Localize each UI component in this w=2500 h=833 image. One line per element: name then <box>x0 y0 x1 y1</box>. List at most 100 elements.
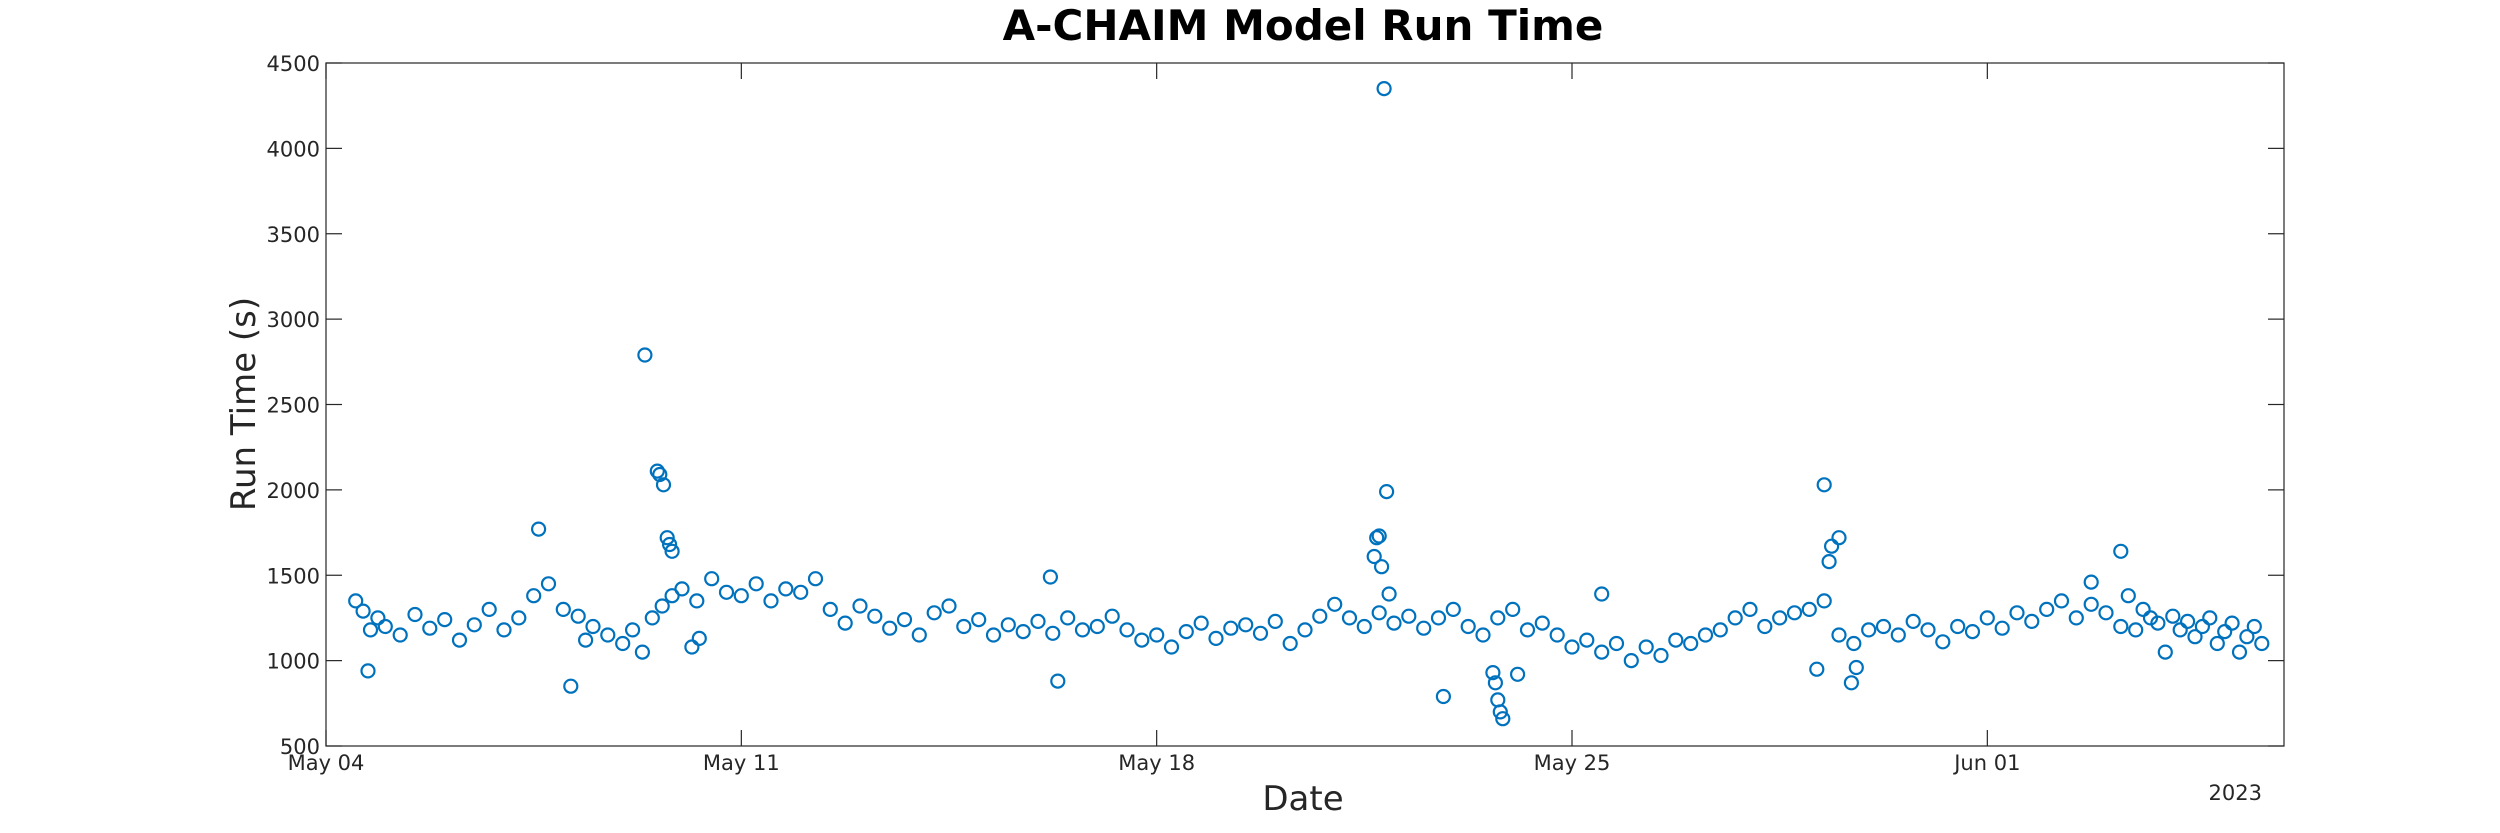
data-point <box>1809 661 1825 677</box>
data-point <box>2113 618 2129 635</box>
data-point <box>1430 610 1447 626</box>
data-point <box>1890 627 1906 643</box>
data-point <box>1905 613 1921 630</box>
data-point <box>634 644 651 660</box>
data-point <box>1030 613 1046 630</box>
data-point <box>956 618 972 635</box>
plot-frame <box>325 62 2285 747</box>
data-point <box>1401 608 1417 624</box>
data-point <box>1487 675 1504 691</box>
x-tick-label: May 11 <box>703 751 780 775</box>
data-point <box>867 608 883 624</box>
data-point <box>1757 618 1773 635</box>
data-point <box>362 622 379 638</box>
data-point <box>733 588 749 604</box>
y-tick-label: 4000 <box>267 137 320 161</box>
x-axis-label: Date <box>1262 779 1343 819</box>
data-point <box>1045 625 1061 641</box>
y-axis-ticks: 500 1000 1500 2000 2500 3000 3500 4000 4500 <box>267 52 2284 759</box>
axes-frame <box>325 62 2285 747</box>
data-point <box>1042 569 1059 585</box>
data-point <box>971 611 987 628</box>
data-point <box>1668 632 1684 648</box>
data-point <box>2209 635 2225 652</box>
data-point <box>1089 618 1105 635</box>
data-point <box>1490 692 1506 708</box>
data-point <box>2172 622 2188 638</box>
data-point <box>1712 622 1728 638</box>
data-point <box>466 617 482 633</box>
data-point <box>2254 635 2270 652</box>
data-point <box>1163 639 1180 655</box>
data-point <box>377 618 393 635</box>
data-point <box>2135 601 2151 618</box>
data-point <box>355 603 371 619</box>
data-point <box>2217 623 2233 640</box>
data-point <box>1376 80 1392 97</box>
data-point <box>1060 610 1076 626</box>
data-point <box>1727 610 1743 626</box>
data-point <box>778 581 794 597</box>
data-point <box>1979 610 1995 626</box>
data-point <box>1564 639 1580 655</box>
data-point <box>1920 622 1936 638</box>
data-point <box>370 610 386 626</box>
data-point <box>1460 618 1476 635</box>
data-point <box>437 611 453 628</box>
data-point <box>684 639 700 655</box>
data-point <box>2202 610 2218 626</box>
data-point <box>2231 644 2248 660</box>
data-point <box>1238 617 1254 633</box>
data-point <box>1846 635 1862 652</box>
data-point <box>1341 610 1358 626</box>
data-point <box>1490 610 1506 626</box>
data-point <box>1831 627 1847 643</box>
data-point <box>822 601 838 618</box>
data-point <box>985 627 1002 643</box>
data-point <box>2113 543 2129 559</box>
data-point <box>1134 632 1150 648</box>
data-point <box>793 584 809 600</box>
data-point <box>1594 586 1610 602</box>
data-point <box>1356 618 1372 635</box>
data-point <box>1369 530 1385 546</box>
data-point <box>1282 635 1298 652</box>
data-point <box>1104 608 1120 624</box>
data-point <box>600 627 616 643</box>
data-point <box>1149 627 1165 643</box>
data-point <box>1801 601 1817 618</box>
data-point <box>2098 605 2114 621</box>
data-point <box>1579 632 1595 648</box>
data-point <box>748 576 764 592</box>
data-point <box>1697 627 1714 643</box>
data-point <box>1608 635 1625 652</box>
data-point <box>1178 623 1194 640</box>
data-point <box>1485 664 1501 681</box>
data-point <box>1381 586 1397 602</box>
data-point <box>2128 622 2144 638</box>
data-point <box>837 615 853 631</box>
data-point <box>422 620 438 636</box>
data-point <box>2224 615 2240 631</box>
data-point <box>1549 627 1565 643</box>
data-point <box>1193 615 1209 631</box>
data-point <box>348 593 364 609</box>
data-point <box>941 598 957 614</box>
data-point <box>392 627 408 643</box>
data-point <box>2150 615 2166 631</box>
data-points <box>348 80 2270 727</box>
x-tick-label: May 04 <box>288 751 365 775</box>
data-point <box>1994 620 2010 636</box>
data-point <box>570 608 586 624</box>
data-point <box>1843 675 1860 691</box>
data-point <box>407 606 423 623</box>
data-point <box>2246 618 2262 635</box>
data-point <box>1252 625 1269 641</box>
data-point <box>585 618 601 635</box>
data-point <box>2024 613 2040 630</box>
data-point <box>1050 673 1066 689</box>
data-point <box>661 536 678 553</box>
data-point <box>1821 553 1837 570</box>
data-point <box>659 530 675 546</box>
